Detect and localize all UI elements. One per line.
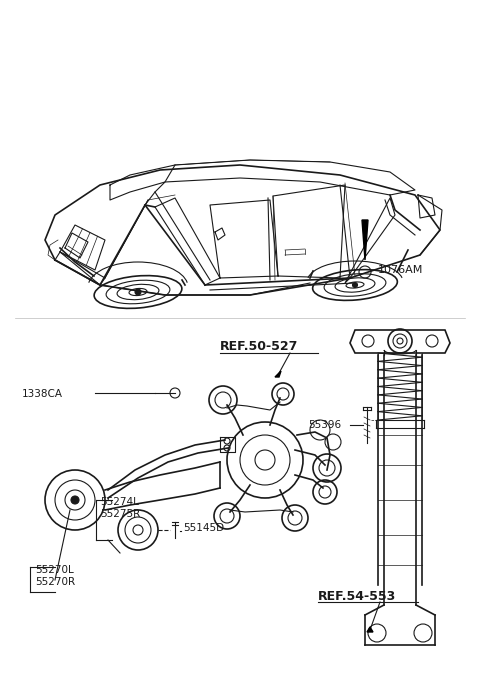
Circle shape (135, 289, 141, 295)
Circle shape (71, 496, 79, 504)
Text: 55270R: 55270R (35, 577, 75, 587)
Polygon shape (367, 627, 373, 632)
Polygon shape (350, 330, 450, 353)
Text: REF.54-553: REF.54-553 (318, 590, 396, 603)
Text: 55145D: 55145D (183, 523, 224, 533)
Text: 1338CA: 1338CA (22, 389, 63, 399)
Polygon shape (275, 371, 281, 377)
Text: 1076AM: 1076AM (378, 265, 423, 275)
Circle shape (352, 283, 358, 287)
Text: REF.50-527: REF.50-527 (220, 340, 299, 353)
Text: 55275R: 55275R (100, 509, 140, 519)
Text: 55270L: 55270L (35, 565, 74, 575)
Polygon shape (362, 220, 368, 260)
Text: 55396: 55396 (308, 420, 341, 430)
Text: 55274L: 55274L (100, 497, 139, 507)
